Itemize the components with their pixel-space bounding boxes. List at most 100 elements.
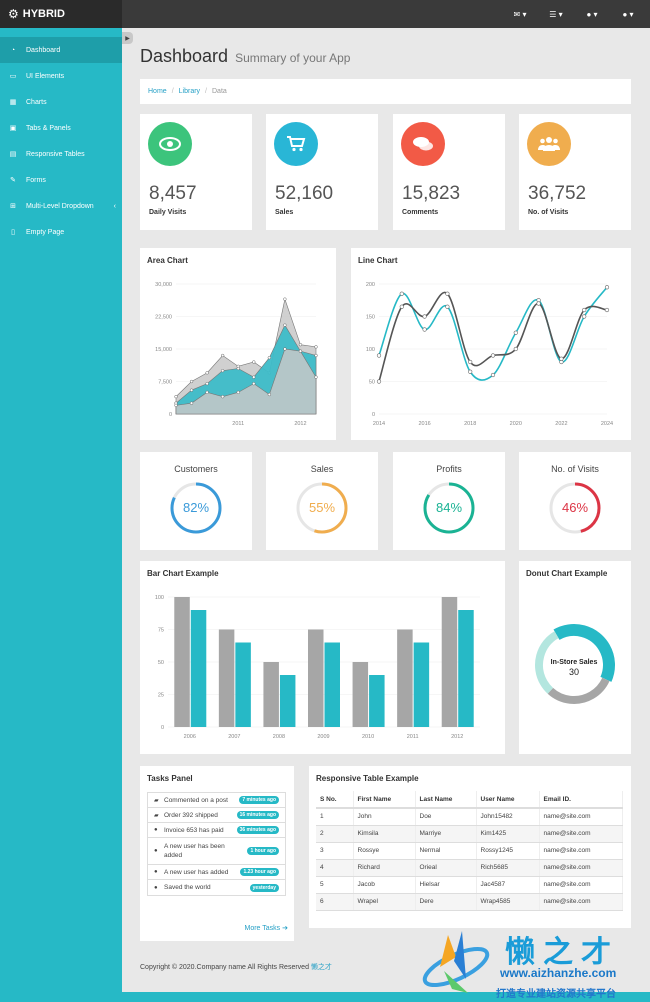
area-point <box>236 366 240 371</box>
y-tick-label: 50 <box>369 380 375 386</box>
line-series-0 <box>378 286 608 381</box>
area-point <box>314 353 318 358</box>
sitemap-icon: ⊞ <box>10 203 16 210</box>
area-point <box>283 297 287 301</box>
sidebar-item-multi-level-dropdown[interactable]: ⊞ Multi-Level Dropdown ‹ <box>0 193 122 219</box>
watermark-url: www.aizhanzhe.com <box>500 966 617 980</box>
column-header: User Name <box>476 791 540 809</box>
breadcrumb-library[interactable]: Library <box>178 88 201 95</box>
bar <box>218 629 235 727</box>
x-tick-label: 2012 <box>294 421 306 427</box>
sidebar-item-empty-page[interactable]: ▯ Empty Page <box>0 219 122 245</box>
gauge-value: 55% <box>308 500 336 515</box>
x-tick-label: 2009 <box>317 734 329 740</box>
line-point <box>559 356 564 361</box>
envelope-icon[interactable]: ✉ ▾ <box>513 9 527 19</box>
time-badge: yesterday <box>249 883 279 892</box>
list-item[interactable]: ● Invoice 653 has paid 36 minutes ago <box>148 823 285 838</box>
dashboard-icon: ◔ <box>10 46 16 54</box>
table-header-row: S No. First Name Last Name User Name Ema… <box>316 791 623 809</box>
more-tasks-link[interactable]: More Tasks ➔ <box>245 924 289 932</box>
bell-icon[interactable]: ● ▾ <box>586 9 598 19</box>
x-tick-label: 2024 <box>601 421 613 427</box>
y-tick-label: 100 <box>155 595 164 601</box>
comment-icon: ▰ <box>154 797 159 804</box>
table-panel: Responsive Table Example S No. First Nam… <box>309 766 631 928</box>
file-icon: ▯ <box>11 229 15 236</box>
table-cell: 6 <box>316 893 354 911</box>
bar <box>235 642 251 727</box>
time-badge: 1 hour ago <box>247 847 279 855</box>
table-cell: Rossy1245 <box>476 842 540 860</box>
donut-chart-panel: Donut Chart Example In-Store Sales 30 <box>519 561 631 754</box>
sidebar-toggle-button[interactable]: ▶ <box>122 32 133 44</box>
y-tick-label: 50 <box>158 660 164 666</box>
bar-chart-title: Bar Chart Example <box>147 569 219 578</box>
table-row: 4 Richard Orieal Rich5685 name@site.com <box>316 859 623 877</box>
list-item[interactable]: ▰ Order 392 shipped 16 minutes ago <box>148 808 285 823</box>
table-cell: name@site.com <box>539 876 623 894</box>
line-point <box>513 330 518 335</box>
sidebar: ◔ Dashboard ▭ UI Elements ▦ Charts ▣ Tab… <box>0 28 122 1002</box>
footer-link[interactable]: 懒之才 <box>310 964 332 971</box>
x-tick-label: 2008 <box>273 734 285 740</box>
table-icon: ▤ <box>9 151 17 158</box>
line-point <box>513 346 518 352</box>
sidebar-item-tabs-panels[interactable]: ▣ Tabs & Panels <box>0 115 122 141</box>
sidebar-item-ui-elements[interactable]: ▭ UI Elements <box>0 63 122 89</box>
table-row: 3 Rossye Nermal Rossy1245 name@site.com <box>316 842 623 860</box>
y-tick-label: 15,000 <box>155 347 172 353</box>
column-header: S No. <box>316 791 354 809</box>
sidebar-item-charts[interactable]: ▦ Charts <box>0 89 122 115</box>
table-cell: Nermal <box>415 842 477 860</box>
user-icon[interactable]: ● ▾ <box>622 9 634 19</box>
table-cell: name@site.com <box>539 859 623 877</box>
watermark-title: 懒之才 <box>505 936 619 969</box>
stat-card-daily-visits: 8,457 Daily Visits <box>140 114 252 230</box>
area-point <box>205 382 209 386</box>
x-tick-label: 2020 <box>510 421 522 427</box>
area-point <box>221 395 225 399</box>
area-point <box>283 323 287 327</box>
list-item[interactable]: ▰ Commented on a post 7 minutes ago <box>148 793 285 808</box>
list-item[interactable]: ● A new user has added 1.23 hour ago <box>148 865 285 880</box>
sidebar-item-label: Responsive Tables <box>26 150 85 158</box>
table-cell: Doe <box>415 808 477 826</box>
table-row: 1 John Doe John15482 name@site.com <box>316 808 623 826</box>
breadcrumb-home[interactable]: Home <box>148 88 167 95</box>
y-tick-label: 25 <box>158 693 164 699</box>
sidebar-item-label: Charts <box>26 98 47 106</box>
y-tick-label: 150 <box>366 315 375 321</box>
tasks-panel: Tasks Panel ▰ Commented on a post 7 minu… <box>140 766 294 941</box>
line-point <box>422 314 427 319</box>
sidebar-item-dashboard[interactable]: ◔ Dashboard <box>0 37 122 63</box>
brand-logo[interactable]: ⚙ HYBRID <box>0 0 122 28</box>
y-tick-label: 100 <box>366 347 375 353</box>
task-list: ▰ Commented on a post 7 minutes ago ▰ Or… <box>147 792 286 896</box>
area-point <box>221 369 225 373</box>
list-item[interactable]: ● Saved the world yesterday <box>148 880 285 895</box>
gauge-value: 82% <box>182 500 210 515</box>
area-point <box>221 353 225 358</box>
area-point <box>205 371 209 375</box>
area-point <box>189 379 194 384</box>
gauge-ring <box>423 482 475 534</box>
watermark-slogan: 打造专业建站资源共享平台 <box>496 989 616 1000</box>
table-title: Responsive Table Example <box>316 774 419 783</box>
gauge-title: Customers <box>174 464 218 474</box>
line-point <box>399 291 404 296</box>
area-point <box>205 390 209 394</box>
brand-name: HYBRID <box>22 8 65 20</box>
line-point <box>468 359 473 365</box>
area-point <box>283 347 287 351</box>
sidebar-item-responsive-tables[interactable]: ▤ Responsive Tables <box>0 141 122 167</box>
list-item[interactable]: ● A new user has been added 1 hour ago <box>148 838 285 865</box>
area-chart-title: Area Chart <box>147 256 188 265</box>
tasks-panel-title: Tasks Panel <box>147 774 193 783</box>
sidebar-item-forms[interactable]: ✎ Forms <box>0 167 122 193</box>
bar <box>458 610 474 727</box>
tasks-icon[interactable]: ☰ ▾ <box>549 9 563 19</box>
x-tick-label: 2011 <box>407 734 419 740</box>
y-tick-label: 0 <box>372 412 375 418</box>
gauge-fill <box>296 482 348 534</box>
